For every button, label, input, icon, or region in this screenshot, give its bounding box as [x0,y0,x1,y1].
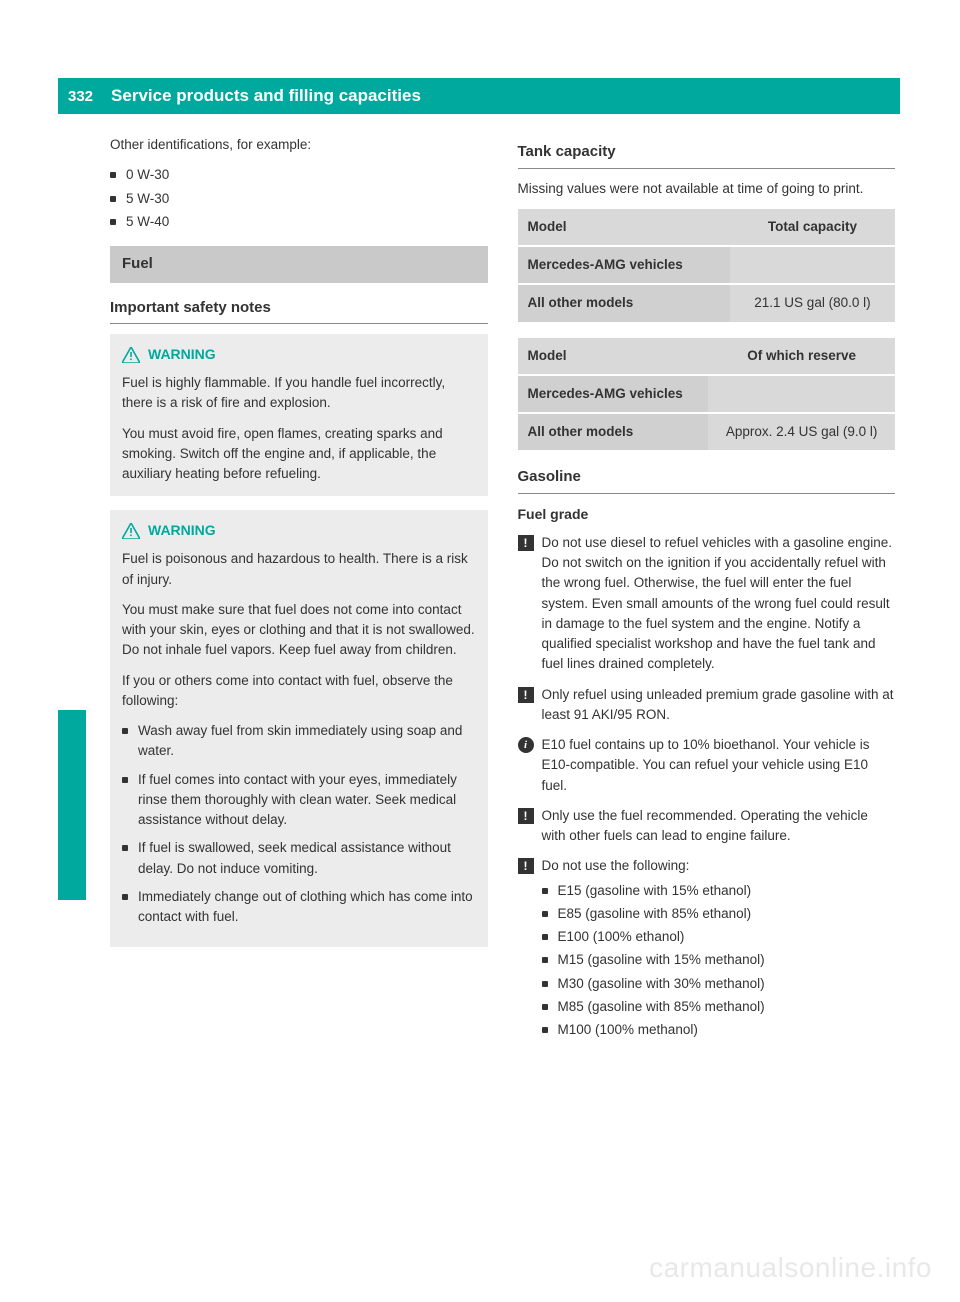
note-text: Only use the fuel recommended. Operating… [542,806,896,847]
table-header: Of which reserve [708,338,895,375]
table-row: Model Total capacity [518,209,896,246]
note-item: ! Only use the fuel recommended. Operati… [518,806,896,847]
table-header: Total capacity [730,209,895,246]
table-header: Model [518,338,709,375]
table-row: All other models Approx. 2.4 US gal (9.0… [518,413,896,451]
table-cell [730,246,895,284]
list-item: E85 (gasoline with 85% ethanol) [542,904,896,924]
donot-list: E15 (gasoline with 15% ethanol) E85 (gas… [542,881,896,1041]
note-text: E10 fuel contains up to 10% bioethanol. … [542,735,896,796]
list-item: M100 (100% methanol) [542,1020,896,1040]
warning-text: If you or others come into contact with … [122,671,476,712]
list-item: 5 W-40 [110,212,488,232]
list-item: M85 (gasoline with 85% methanol) [542,997,896,1017]
table-cell: Mercedes-AMG vehicles [518,375,709,413]
list-item: E15 (gasoline with 15% ethanol) [542,881,896,901]
table-cell: 21.1 US gal (80.0 l) [730,284,895,322]
list-item: M30 (gasoline with 30% methanol) [542,974,896,994]
warning-text: Fuel is highly flammable. If you handle … [122,373,476,414]
oil-grade-list: 0 W-30 5 W-30 5 W-40 [110,165,488,232]
warning-triangle-icon [122,347,140,363]
exclamation-icon: ! [518,808,534,824]
page-header: 332 Service products and filling capacit… [58,78,900,114]
note-item: ! Do not use the following: E15 (gasolin… [518,856,896,1043]
warning-box-2: WARNING Fuel is poisonous and hazardous … [110,510,488,947]
warning-text: You must avoid fire, open flames, creati… [122,424,476,485]
list-item: Immediately change out of clothing which… [122,887,476,928]
tank-capacity-heading: Tank capacity [518,141,896,169]
capacity-table-total: Model Total capacity Mercedes-AMG vehicl… [518,209,896,324]
warning-text: Fuel is poisonous and hazardous to healt… [122,549,476,590]
warning-header: WARNING [122,520,476,541]
table-row: Model Of which reserve [518,338,896,375]
note-text: Do not use diesel to refuel vehicles wit… [542,533,896,675]
note-item: ! Do not use diesel to refuel vehicles w… [518,533,896,675]
warning-header: WARNING [122,344,476,365]
warning-text: You must make sure that fuel does not co… [122,600,476,661]
exclamation-icon: ! [518,535,534,551]
list-item: If fuel is swallowed, seek medical assis… [122,838,476,879]
exclamation-icon: ! [518,687,534,703]
safety-notes-heading: Important safety notes [110,297,488,325]
content-area: Other identifications, for example: 0 W-… [110,135,895,1242]
left-column: Other identifications, for example: 0 W-… [110,135,488,1242]
list-item: If fuel comes into contact with your eye… [122,770,476,831]
table-row: Mercedes-AMG vehicles [518,375,896,413]
page-number: 332 [58,78,103,114]
header-title: Service products and filling capacities [103,86,421,106]
list-item: M15 (gasoline with 15% methanol) [542,950,896,970]
note-item: ! Only refuel using unleaded premium gra… [518,685,896,726]
gasoline-heading: Gasoline [518,466,896,494]
exclamation-icon: ! [518,858,534,874]
warning-bullet-list: Wash away fuel from skin immediately usi… [122,721,476,927]
table-cell: Mercedes-AMG vehicles [518,246,730,284]
list-item: 0 W-30 [110,165,488,185]
fuel-grade-heading: Fuel grade [518,504,896,525]
note-text: Only refuel using unleaded premium grade… [542,685,896,726]
table-cell [708,375,895,413]
note-text: Do not use the following: E15 (gasoline … [542,856,896,1043]
tank-note: Missing values were not available at tim… [518,179,896,199]
side-label: Technical data [60,776,81,900]
note-item: i E10 fuel contains up to 10% bioethanol… [518,735,896,796]
info-icon: i [518,737,534,753]
capacity-table-reserve: Model Of which reserve Mercedes-AMG vehi… [518,338,896,453]
table-cell: Approx. 2.4 US gal (9.0 l) [708,413,895,451]
list-item: Wash away fuel from skin immediately usi… [122,721,476,762]
table-row: All other models 21.1 US gal (80.0 l) [518,284,896,322]
table-cell: All other models [518,284,730,322]
warning-box-1: WARNING Fuel is highly flammable. If you… [110,334,488,496]
watermark: carmanualsonline.info [649,1252,932,1284]
right-column: Tank capacity Missing values were not av… [518,135,896,1242]
table-header: Model [518,209,730,246]
warning-triangle-icon [122,523,140,539]
list-item: 5 W-30 [110,189,488,209]
fuel-section-heading: Fuel [110,246,488,283]
table-cell: All other models [518,413,709,451]
oil-intro: Other identifications, for example: [110,135,488,155]
warning-label: WARNING [148,344,216,365]
list-item: E100 (100% ethanol) [542,927,896,947]
warning-label: WARNING [148,520,216,541]
table-row: Mercedes-AMG vehicles [518,246,896,284]
